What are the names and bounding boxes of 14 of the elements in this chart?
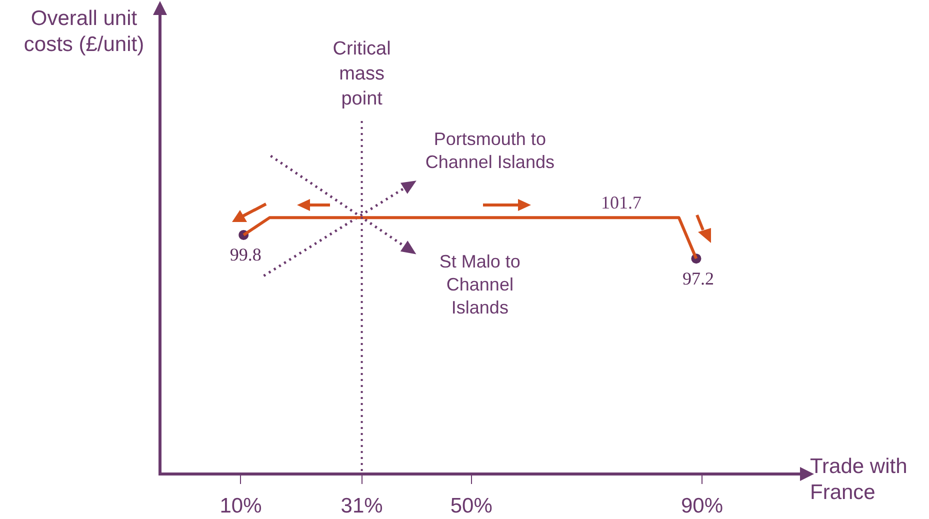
x-tick-label: 90% — [680, 494, 723, 518]
x-tick-label: 10% — [220, 494, 262, 518]
ref-line-label: Critical mass point — [332, 38, 391, 110]
data-label: 97.2 — [682, 268, 714, 288]
x-axis-title: Trade with France — [810, 454, 908, 506]
series-label: St Malo to Channel Islands — [439, 252, 520, 318]
point — [400, 180, 416, 194]
annotation: 101.7 — [601, 192, 642, 212]
series-label: Portsmouth to Channel Islands — [425, 128, 554, 172]
data-label: 99.8 — [230, 244, 262, 265]
x-tick-label: 31% — [340, 494, 383, 518]
point — [400, 240, 416, 254]
y-axis-title: Overall unit costs (£/unit) — [22, 6, 146, 58]
x-tick-label: 50% — [450, 494, 492, 518]
